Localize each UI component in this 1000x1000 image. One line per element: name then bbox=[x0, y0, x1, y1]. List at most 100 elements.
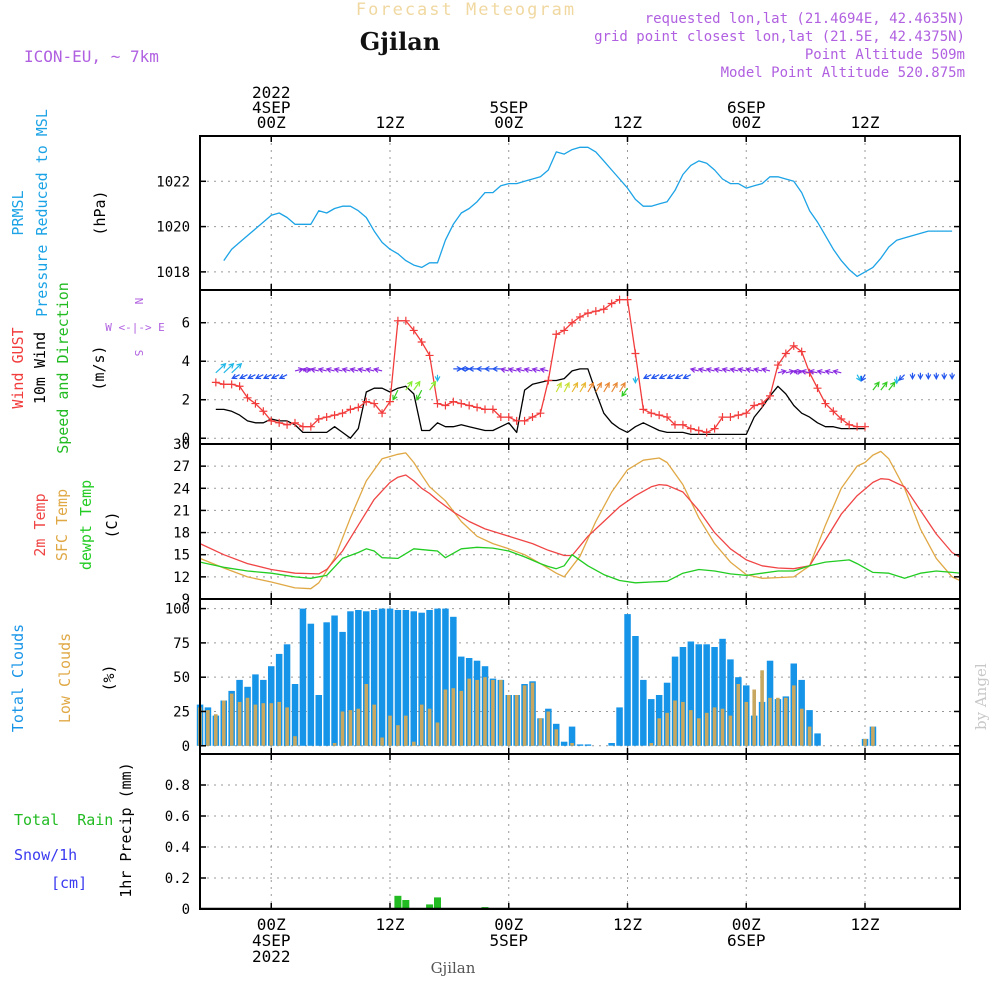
total-cloud-bar bbox=[450, 616, 457, 746]
wind-direction-arrow bbox=[309, 367, 319, 373]
gust-marker bbox=[528, 413, 537, 422]
wind-direction-arrow bbox=[357, 367, 367, 373]
low-clouds-label: Low Clouds bbox=[56, 633, 74, 723]
y-tick-label: 27 bbox=[173, 459, 190, 475]
wind-direction-arrow bbox=[666, 373, 676, 380]
cloud-unit-label: (%) bbox=[100, 664, 118, 691]
low-cloud-bar bbox=[744, 701, 749, 746]
gust-marker bbox=[837, 414, 846, 423]
y-tick-label: 9 bbox=[182, 592, 190, 608]
gust-marker bbox=[678, 420, 687, 429]
wind-direction-arrow bbox=[429, 380, 437, 391]
gust-marker bbox=[496, 413, 505, 422]
wind-direction-arrow bbox=[453, 365, 463, 372]
wind-direction-arrow bbox=[539, 367, 549, 373]
wind-direction-arrow bbox=[231, 362, 243, 374]
time-label-bottom: 5SEP bbox=[489, 931, 528, 950]
low-cloud-bar bbox=[459, 690, 464, 746]
low-cloud-bar bbox=[522, 685, 527, 746]
gust-marker bbox=[243, 393, 252, 402]
gust-marker bbox=[481, 405, 489, 414]
wind-direction-arrow bbox=[563, 381, 570, 393]
gust-marker bbox=[671, 420, 679, 429]
low-cloud-bar bbox=[380, 737, 384, 746]
gust-marker bbox=[663, 413, 672, 422]
y-tick-label: 0.8 bbox=[165, 778, 190, 794]
axis-layer: 1018102010220246912151821242730025507510… bbox=[156, 83, 880, 966]
wind-direction-arrow bbox=[416, 389, 423, 401]
low-cloud-bar bbox=[372, 704, 376, 746]
grid-layer bbox=[200, 136, 960, 909]
total-cloud-bar bbox=[331, 615, 338, 746]
low-cloud-bar bbox=[277, 701, 281, 746]
gust-marker bbox=[401, 316, 410, 325]
y-tick-label: 25 bbox=[173, 704, 190, 720]
wind-direction-arrow bbox=[515, 367, 525, 373]
gust-marker bbox=[235, 382, 244, 391]
y-tick-label: 1022 bbox=[156, 174, 190, 190]
total-cloud-bar bbox=[299, 608, 307, 746]
total-cloud-bar bbox=[576, 744, 584, 746]
low-cloud-bar bbox=[214, 714, 218, 746]
total-cloud-bar bbox=[418, 612, 425, 746]
wind-direction-arrow bbox=[888, 381, 896, 391]
low-cloud-bar bbox=[269, 703, 274, 746]
y-tick-label: 50 bbox=[173, 670, 190, 686]
low-cloud-bar bbox=[348, 710, 353, 746]
time-label-bottom: 6SEP bbox=[727, 931, 766, 950]
y-tick-label: 0 bbox=[182, 431, 190, 447]
gust-marker bbox=[283, 420, 292, 429]
total-cloud-bar bbox=[386, 608, 394, 746]
sfc-temp-line bbox=[200, 450, 960, 590]
gust-marker bbox=[718, 413, 727, 422]
total-cloud-bar bbox=[347, 611, 354, 746]
gust-marker bbox=[330, 411, 339, 420]
wind-gust-label: Wind GUST bbox=[9, 327, 27, 408]
low-cloud-bar bbox=[229, 693, 234, 746]
wind-direction-arrow bbox=[729, 367, 739, 373]
low-cloud-bar bbox=[293, 736, 297, 746]
total-cloud-bar bbox=[323, 622, 330, 746]
sfc-temp-label: SFC Temp bbox=[53, 489, 71, 561]
wind-direction-arrow bbox=[933, 372, 940, 381]
total-cloud-bar bbox=[632, 636, 639, 746]
wind-direction-arrow bbox=[301, 367, 311, 373]
gust-marker bbox=[275, 418, 284, 427]
low-cloud-bar bbox=[222, 700, 226, 746]
y-tick-label: 12 bbox=[173, 570, 190, 586]
gust-marker bbox=[306, 422, 315, 431]
gust-marker bbox=[781, 349, 790, 358]
wind-direction-arrow bbox=[860, 374, 867, 382]
gust-marker bbox=[750, 401, 759, 410]
gust-marker bbox=[599, 305, 608, 314]
wind-direction-arrow bbox=[697, 367, 707, 373]
low-cloud-bar bbox=[760, 670, 764, 746]
wind-direction-arrow bbox=[658, 373, 668, 380]
time-label-top: 00Z bbox=[732, 113, 761, 132]
wind-direction-arrow bbox=[619, 381, 626, 393]
y-tick-label: 21 bbox=[173, 503, 190, 519]
gust-marker bbox=[861, 422, 869, 431]
gust-marker bbox=[488, 405, 497, 414]
gust-marker bbox=[536, 409, 545, 418]
y-tick-label: 30 bbox=[173, 437, 190, 453]
gust-marker bbox=[710, 424, 719, 433]
wind-direction-arrow bbox=[317, 367, 327, 373]
wind-direction-arrow bbox=[434, 374, 441, 383]
low-cloud-bar bbox=[427, 708, 432, 746]
low-cloud-bar bbox=[253, 704, 258, 746]
model-label: ICON-EU, ~ 7km bbox=[24, 47, 159, 66]
wind-direction-arrow bbox=[898, 374, 906, 381]
gust-marker bbox=[322, 413, 331, 422]
wind-direction-arrow bbox=[856, 374, 862, 382]
gust-marker bbox=[734, 411, 743, 420]
low-cloud-bar bbox=[704, 712, 709, 746]
wind-direction-arrow bbox=[333, 367, 343, 373]
low-cloud-bar bbox=[507, 695, 511, 746]
wind-direction-arrow bbox=[523, 367, 533, 373]
total-cloud-bar bbox=[402, 610, 410, 746]
low-cloud-bar bbox=[673, 700, 677, 746]
wind-direction-arrow bbox=[603, 381, 610, 393]
low-cloud-bar bbox=[419, 704, 424, 746]
time-label-top: 00Z bbox=[494, 113, 523, 132]
